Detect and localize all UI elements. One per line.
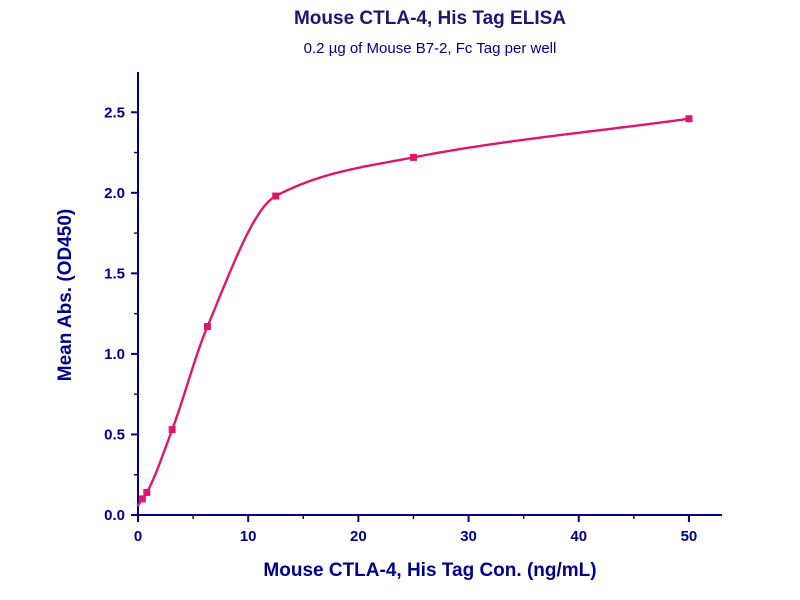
svg-text:50: 50 [681, 528, 698, 545]
x-axis-label: Mouse CTLA-4, His Tag Con. (ng/mL) [263, 560, 597, 581]
data-point-marker [272, 192, 280, 200]
svg-text:1.5: 1.5 [104, 265, 125, 282]
chart-title: Mouse CTLA-4, His Tag ELISA [293, 8, 566, 29]
svg-text:30: 30 [460, 528, 477, 545]
data-points [138, 115, 693, 503]
axes [137, 72, 722, 516]
svg-text:20: 20 [350, 528, 367, 545]
data-point-marker [143, 488, 151, 496]
svg-text:40: 40 [570, 528, 587, 545]
svg-text:0: 0 [134, 528, 142, 545]
svg-text:10: 10 [240, 528, 257, 545]
ticks [131, 111, 690, 522]
svg-text:2.0: 2.0 [104, 185, 125, 202]
svg-text:0.5: 0.5 [104, 426, 125, 443]
data-point-marker [168, 426, 176, 434]
svg-text:1.0: 1.0 [104, 346, 125, 363]
svg-text:2.5: 2.5 [104, 104, 125, 121]
chart-subtitle: 0.2 µg of Mouse B7-2, Fc Tag per well [303, 40, 557, 57]
data-point-marker [203, 323, 211, 331]
tick-labels: 0 10 20 30 40 50 0.0 0.5 1.0 1.5 2.0 2.5 [104, 104, 697, 545]
data-point-marker [685, 115, 693, 123]
fit-curve [136, 117, 691, 507]
data-point-marker [409, 153, 417, 161]
svg-text:0.0: 0.0 [104, 507, 125, 524]
data-point-marker [138, 495, 146, 503]
